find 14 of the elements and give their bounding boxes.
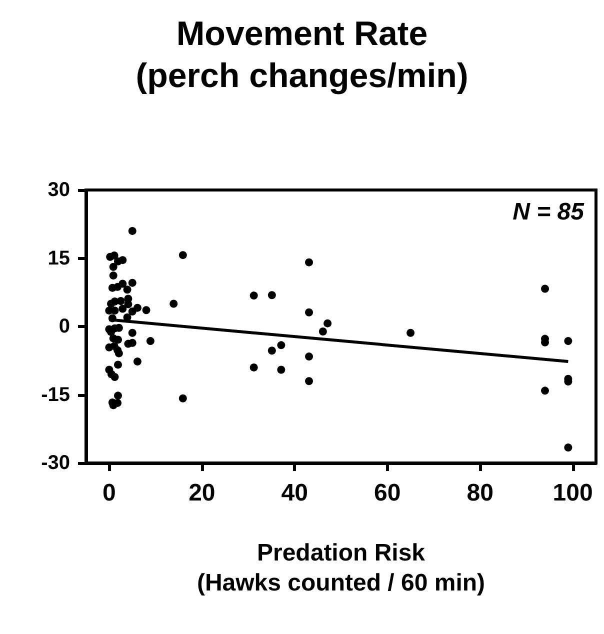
y-tick-label: 15 (48, 247, 70, 270)
y-tick-label: 30 (48, 179, 70, 201)
y-tick-label: -15 (41, 384, 70, 406)
x-tick-label: 20 (188, 480, 216, 506)
x-tick-label: 0 (102, 480, 116, 506)
chart-title: Movement Rate (perch changes/min) (136, 15, 468, 95)
annotation: N = 85 (512, 198, 585, 226)
y-tick-label: -30 (41, 452, 70, 474)
x-axis-title: Predation Risk (Hawks counted / 60 min) (196, 540, 486, 596)
y-tick-label: 0 (58, 316, 70, 338)
x-tick-label: 60 (374, 480, 401, 506)
x-tick-label: 100 (552, 480, 593, 506)
x-tick-label: 40 (281, 480, 308, 506)
x-tick-label: 80 (466, 480, 494, 506)
